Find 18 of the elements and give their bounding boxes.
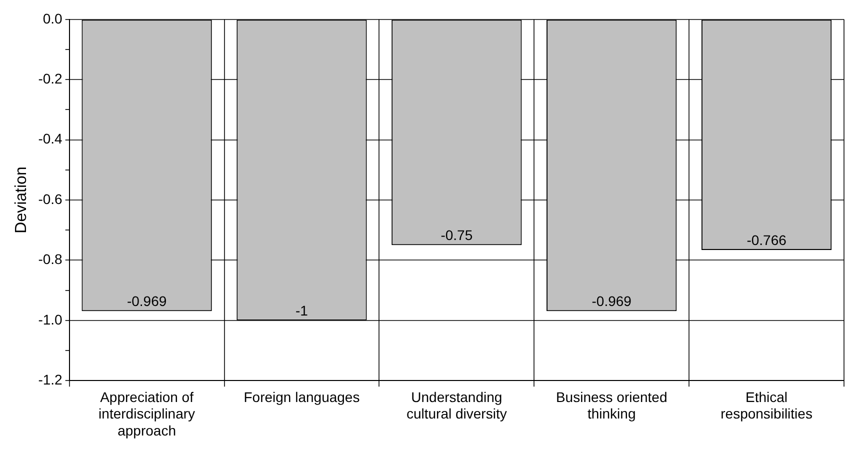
y-tick-label: -0.4: [38, 130, 63, 147]
x-tick-label: Ethical responsibilities: [720, 388, 812, 422]
x-tick-label: Appreciation of interdisciplinary approach: [98, 388, 196, 438]
x-tick-label: Foreign languages: [244, 388, 360, 405]
y-tick-label: -0.6: [38, 190, 63, 207]
y-tick-label: -0.8: [38, 251, 63, 268]
data-label: -1: [296, 302, 308, 318]
x-tick-label: Understanding cultural diversity: [406, 388, 507, 422]
data-label: -0.969: [592, 292, 632, 309]
data-label: -0.969: [126, 292, 167, 309]
data-label: -0.75: [440, 227, 473, 244]
y-tick-label: -1.0: [38, 311, 63, 328]
y-axis-title: Deviation: [13, 166, 30, 234]
x-tick-label: Business oriented thinking: [556, 388, 668, 422]
y-tick-label: -1.2: [38, 371, 63, 388]
data-label: -0.766: [746, 232, 787, 248]
y-tick-label: 0.0: [42, 10, 63, 26]
y-tick-label: -0.2: [38, 70, 63, 86]
